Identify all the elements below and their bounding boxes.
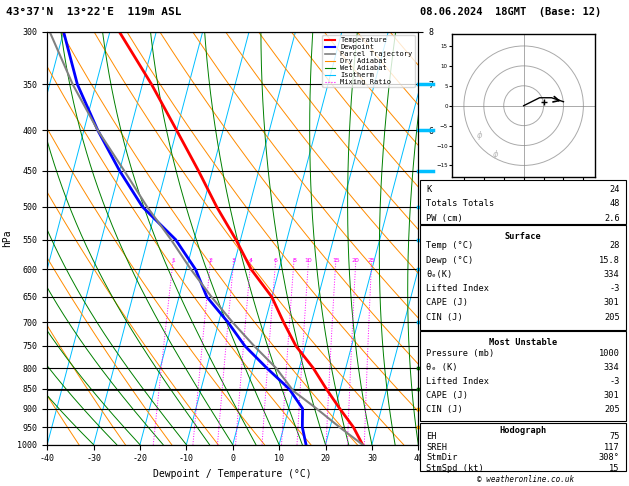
Text: 1000: 1000 — [599, 349, 620, 359]
Text: 334: 334 — [604, 364, 620, 372]
Text: CIN (J): CIN (J) — [426, 405, 463, 414]
Text: 6: 6 — [274, 258, 278, 263]
Text: 28: 28 — [609, 241, 620, 250]
Text: θₑ(K): θₑ(K) — [426, 270, 453, 279]
Text: θₑ (K): θₑ (K) — [426, 364, 458, 372]
Text: -3: -3 — [609, 284, 620, 293]
Text: Hodograph: Hodograph — [499, 426, 547, 435]
Text: Temp (°C): Temp (°C) — [426, 241, 474, 250]
Text: CAPE (J): CAPE (J) — [426, 298, 469, 308]
Text: © weatheronline.co.uk: © weatheronline.co.uk — [477, 474, 574, 484]
Text: Surface: Surface — [504, 232, 542, 241]
Text: 334: 334 — [604, 270, 620, 279]
Text: 15: 15 — [609, 464, 620, 473]
Text: 75: 75 — [609, 432, 620, 441]
Text: $\phi$: $\phi$ — [476, 129, 483, 141]
Text: SREH: SREH — [426, 443, 447, 451]
Text: StmDir: StmDir — [426, 453, 458, 462]
Text: Dewp (°C): Dewp (°C) — [426, 256, 474, 264]
Text: 205: 205 — [604, 312, 620, 322]
Text: K: K — [426, 185, 431, 194]
X-axis label: kt: kt — [520, 188, 527, 194]
Text: 2.6: 2.6 — [604, 214, 620, 223]
Text: Lifted Index: Lifted Index — [426, 377, 489, 386]
Text: EH: EH — [426, 432, 437, 441]
Text: 24: 24 — [609, 185, 620, 194]
Text: Most Unstable: Most Unstable — [489, 338, 557, 347]
Legend: Temperature, Dewpoint, Parcel Trajectory, Dry Adiabat, Wet Adiabat, Isotherm, Mi: Temperature, Dewpoint, Parcel Trajectory… — [323, 35, 415, 87]
Text: 301: 301 — [604, 391, 620, 400]
Text: 15.8: 15.8 — [599, 256, 620, 264]
Text: 08.06.2024  18GMT  (Base: 12): 08.06.2024 18GMT (Base: 12) — [420, 7, 601, 17]
Text: 48: 48 — [609, 199, 620, 208]
Text: $\phi$: $\phi$ — [492, 149, 499, 161]
Text: PW (cm): PW (cm) — [426, 214, 463, 223]
Text: -3: -3 — [609, 377, 620, 386]
Text: StmSpd (kt): StmSpd (kt) — [426, 464, 484, 473]
Text: 15: 15 — [332, 258, 340, 263]
Text: LCL: LCL — [422, 385, 436, 395]
Text: 4: 4 — [249, 258, 253, 263]
FancyBboxPatch shape — [420, 225, 626, 330]
X-axis label: Dewpoint / Temperature (°C): Dewpoint / Temperature (°C) — [153, 469, 312, 479]
Text: 1: 1 — [172, 258, 175, 263]
Text: Totals Totals: Totals Totals — [426, 199, 494, 208]
Text: Lifted Index: Lifted Index — [426, 284, 489, 293]
Y-axis label: hPa: hPa — [2, 229, 12, 247]
Text: 10: 10 — [305, 258, 313, 263]
FancyBboxPatch shape — [420, 331, 626, 421]
Text: 43°37'N  13°22'E  119m ASL: 43°37'N 13°22'E 119m ASL — [6, 7, 182, 17]
Y-axis label: km
ASL: km ASL — [442, 238, 457, 258]
Text: 205: 205 — [604, 405, 620, 414]
Text: Pressure (mb): Pressure (mb) — [426, 349, 494, 359]
Text: 20: 20 — [352, 258, 360, 263]
Text: 25: 25 — [368, 258, 376, 263]
Text: 3: 3 — [232, 258, 236, 263]
Text: 2: 2 — [209, 258, 213, 263]
FancyBboxPatch shape — [420, 423, 626, 471]
Text: 117: 117 — [604, 443, 620, 451]
Text: CAPE (J): CAPE (J) — [426, 391, 469, 400]
FancyBboxPatch shape — [420, 180, 626, 224]
Text: CIN (J): CIN (J) — [426, 312, 463, 322]
Text: 8: 8 — [292, 258, 296, 263]
Text: 308°: 308° — [599, 453, 620, 462]
Text: 301: 301 — [604, 298, 620, 308]
